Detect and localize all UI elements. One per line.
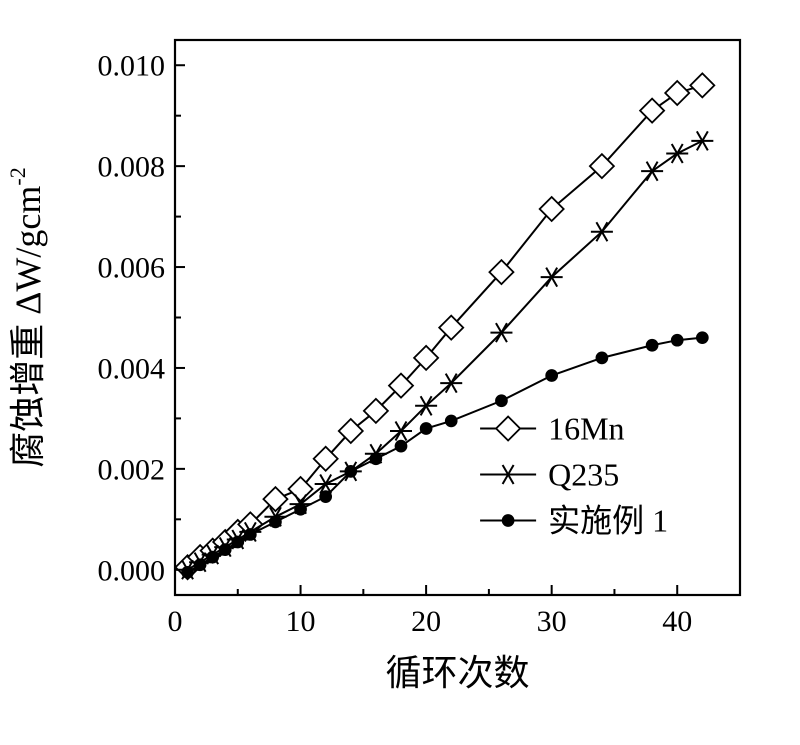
svg-text:实施例 1: 实施例 1: [548, 503, 668, 539]
svg-text:30: 30: [537, 605, 567, 638]
svg-text:0.008: 0.008: [98, 151, 166, 184]
svg-text:0: 0: [168, 605, 183, 638]
svg-text:20: 20: [411, 605, 441, 638]
x-axis-label: 循环次数: [385, 653, 529, 693]
svg-text:Q235: Q235: [548, 457, 619, 493]
y-axis-label: 腐蚀增重 ΔW/gcm-2: [5, 167, 48, 467]
svg-text:40: 40: [662, 605, 692, 638]
corrosion-chart: 0 10 20 30 40 0.000 0.002 0.004 0.006 0.008 0.010 循…: [0, 0, 800, 745]
svg-text:0.000: 0.000: [98, 554, 166, 587]
svg-text:0.004: 0.004: [98, 352, 166, 385]
svg-text:0.010: 0.010: [98, 50, 166, 83]
svg-text:0.006: 0.006: [98, 252, 166, 285]
svg-text:16Mn: 16Mn: [548, 411, 624, 447]
svg-text:0.002: 0.002: [98, 453, 166, 486]
svg-text:10: 10: [286, 605, 316, 638]
